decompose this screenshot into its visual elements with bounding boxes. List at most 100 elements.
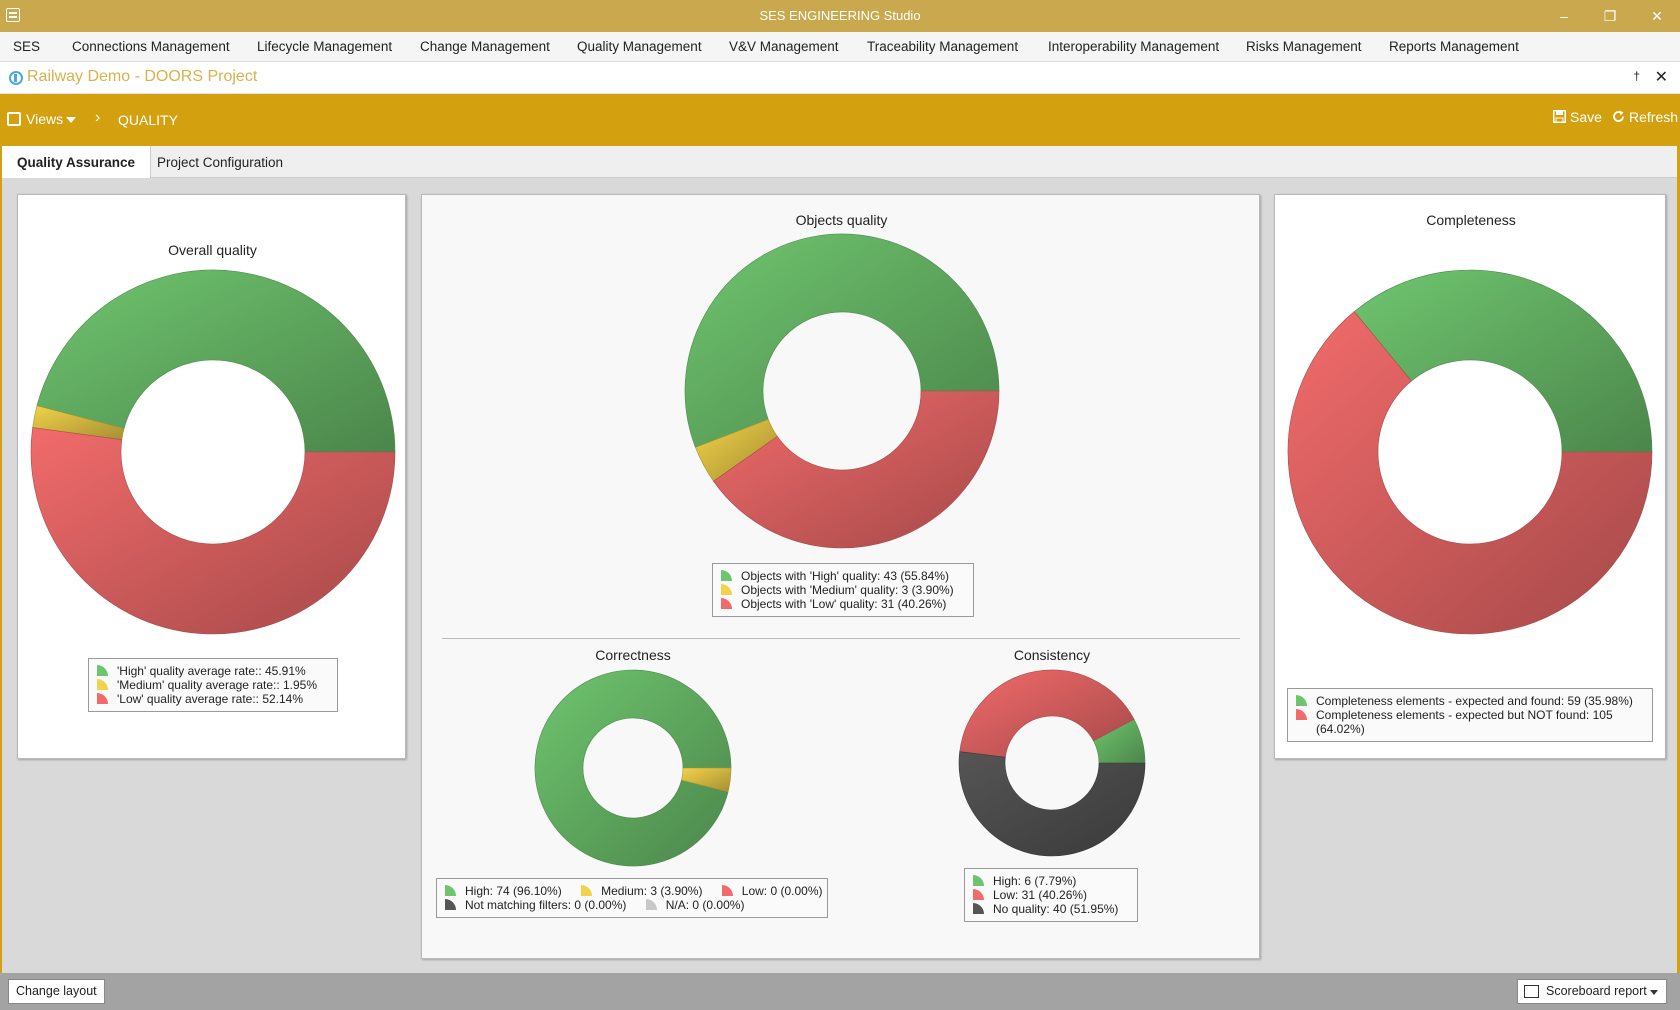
refresh-label: Refresh	[1629, 109, 1679, 125]
scoreboard-label: Scoreboard report	[1546, 984, 1647, 998]
legend-entry-high: High: 6 (7.79%)	[973, 874, 1129, 888]
legend-row: High: 74 (96.10%) Medium: 3 (3.90%) Low:…	[445, 884, 823, 898]
window-border-left	[0, 146, 2, 973]
overall-quality-title: Overall quality	[168, 242, 257, 258]
consistency-slice-no-quality[interactable]	[958, 751, 1146, 857]
legend-text: N/A: 0 (0.00%)	[665, 898, 745, 912]
project-title: Railway Demo - DOORS Project	[27, 68, 258, 85]
not-found-swatch-icon	[1296, 709, 1307, 720]
found-swatch-icon	[1296, 695, 1307, 706]
legend-text: Objects with 'Low' quality: 31 (40.26%)	[741, 597, 947, 611]
legend-text: Completeness elements - expected but NOT…	[1316, 708, 1613, 722]
project-info-icon	[9, 71, 23, 85]
legend-text: Medium: 3 (3.90%)	[601, 884, 703, 898]
menu-change-management[interactable]: Change Management	[420, 39, 550, 54]
medium-swatch-icon	[581, 885, 593, 896]
menu-bar: SES Connections Management Lifecycle Man…	[0, 32, 1680, 62]
legend-text: Completeness elements - expected and fou…	[1316, 694, 1633, 708]
overall-quality-donut	[30, 269, 396, 635]
save-button[interactable]: Save	[1553, 109, 1602, 125]
objects-slice-low[interactable]	[713, 390, 1000, 549]
low-swatch-icon	[721, 885, 733, 896]
chevron-down-icon	[1650, 990, 1658, 995]
pin-icon[interactable]: †	[1633, 69, 1640, 83]
legend-text: 'High' quality average rate:: 45.91%	[117, 664, 306, 678]
completeness-legend: Completeness elements - expected and fou…	[1287, 688, 1653, 742]
breadcrumb: QUALITY	[118, 112, 178, 128]
low-swatch-icon	[97, 693, 108, 704]
chart-icon	[1524, 985, 1539, 998]
objects-quality-legend: Objects with 'High' quality: 43 (55.84%)…	[712, 563, 974, 617]
completeness-slice-expected-but-not-found[interactable]	[1287, 311, 1653, 635]
legend-row: Not matching filters: 0 (0.00%) N/A: 0 (…	[445, 898, 819, 912]
toolbar: Views › QUALITY Save Refresh	[0, 94, 1680, 146]
views-button[interactable]: Views	[26, 111, 64, 127]
close-project-icon[interactable]: ✕	[1654, 69, 1668, 86]
close-icon[interactable]: ✕	[1651, 8, 1663, 24]
minimize-icon[interactable]: –	[1560, 8, 1568, 24]
restore-icon[interactable]: ❐	[1603, 8, 1617, 24]
menu-lifecycle-management[interactable]: Lifecycle Management	[257, 39, 393, 54]
consistency-donut	[958, 669, 1146, 857]
tab-quality-assurance[interactable]: Quality Assurance	[2, 146, 152, 178]
objects-slice-high[interactable]	[684, 233, 1000, 448]
legend-text: Low: 0 (0.00%)	[741, 884, 823, 898]
completeness-donut	[1287, 269, 1653, 635]
objects-quality-donut	[684, 233, 1000, 549]
legend-entry-not-matching: Not matching filters: 0 (0.00%)	[445, 898, 626, 912]
menu-vv-management[interactable]: V&V Management	[729, 39, 839, 54]
scoreboard-report-dropdown[interactable]: Scoreboard report	[1517, 979, 1667, 1004]
legend-entry-na: N/A: 0 (0.00%)	[645, 898, 745, 912]
save-label: Save	[1570, 109, 1602, 125]
correctness-slice-medium[interactable]	[681, 767, 732, 793]
legend-entry-medium: Medium: 3 (3.90%)	[581, 884, 702, 898]
consistency-slice-low[interactable]	[959, 669, 1135, 758]
legend-text: Low: 31 (40.26%)	[993, 888, 1088, 902]
legend-entry-high: Objects with 'High' quality: 43 (55.84%)	[721, 569, 965, 583]
refresh-icon	[1613, 110, 1624, 122]
views-dropdown-icon[interactable]	[66, 117, 76, 123]
menu-interoperability-management[interactable]: Interoperability Management	[1048, 39, 1220, 54]
app-menu-icon[interactable]	[6, 8, 20, 22]
dashboard-content: Overall quality 'High' quality average r…	[2, 178, 1677, 973]
tab-bar: Quality Assurance Project Configuration	[2, 146, 1677, 178]
low-swatch-icon	[721, 598, 732, 609]
refresh-button[interactable]: Refresh	[1612, 109, 1678, 125]
menu-quality-management[interactable]: Quality Management	[577, 39, 702, 54]
project-bar: Railway Demo - DOORS Project † ✕	[0, 62, 1680, 94]
objects-quality-title: Objects quality	[795, 212, 888, 228]
menu-ses[interactable]: SES	[13, 39, 41, 54]
high-swatch-icon	[445, 885, 456, 896]
menu-connections-management[interactable]: Connections Management	[72, 39, 230, 54]
views-icon[interactable]	[7, 112, 21, 126]
menu-risks-management[interactable]: Risks Management	[1246, 39, 1362, 54]
menu-traceability-management[interactable]: Traceability Management	[867, 39, 1019, 54]
legend-entry-low: Low: 0 (0.00%)	[721, 884, 823, 898]
window-border-right	[1677, 146, 1680, 973]
menu-reports-management[interactable]: Reports Management	[1389, 39, 1519, 54]
objects-quality-panel: Objects quality Objects with 'High' qual…	[421, 194, 1260, 959]
section-divider	[442, 638, 1240, 639]
tab-project-configuration[interactable]: Project Configuration	[157, 155, 284, 170]
legend-text: (64.02%)	[1316, 722, 1365, 736]
overall-slice-high[interactable]	[36, 269, 396, 453]
overall-slice-low[interactable]	[30, 427, 396, 635]
legend-entry-medium: Objects with 'Medium' quality: 3 (3.90%)	[721, 583, 965, 597]
legend-text: 'Low' quality average rate:: 52.14%	[117, 692, 304, 706]
legend-entry-found: Completeness elements - expected and fou…	[1296, 694, 1644, 708]
status-bar: Change layout Scoreboard report	[0, 973, 1680, 1010]
legend-entry-medium: 'Medium' quality average rate:: 1.95%	[97, 678, 329, 692]
completeness-slice-expected-and-found[interactable]	[1353, 269, 1653, 453]
legend-entry-high: High: 74 (96.10%)	[445, 884, 562, 898]
change-layout-button[interactable]: Change layout	[8, 979, 105, 1004]
correctness-slice-high[interactable]	[534, 669, 732, 867]
low-swatch-icon	[973, 889, 984, 900]
completeness-panel: Completeness Completeness elements - exp…	[1274, 194, 1666, 759]
medium-swatch-icon	[97, 679, 108, 690]
legend-entry-no-quality: No quality: 40 (51.95%)	[973, 902, 1129, 916]
legend-entry-not-found: Completeness elements - expected but NOT…	[1296, 708, 1644, 722]
legend-entry-low: Objects with 'Low' quality: 31 (40.26%)	[721, 597, 965, 611]
consistency-title: Consistency	[1013, 647, 1091, 663]
correctness-title: Correctness	[595, 647, 671, 663]
legend-text: High: 6 (7.79%)	[993, 874, 1077, 888]
